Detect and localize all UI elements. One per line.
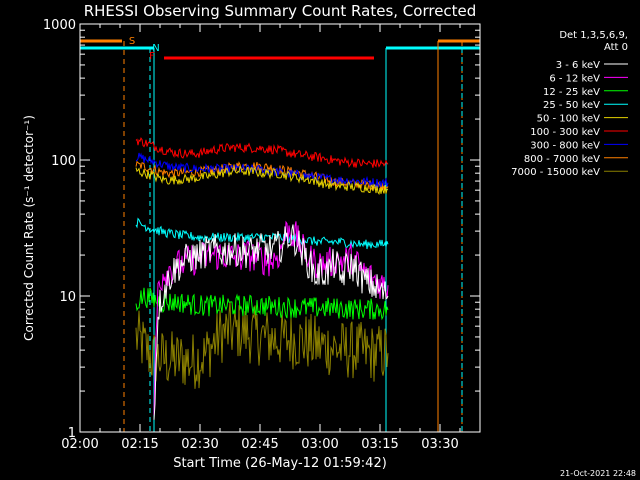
- legend-label: 3 - 6 keV: [556, 60, 600, 71]
- legend-label: 12 - 25 keV: [543, 87, 600, 98]
- series-line-3: [135, 217, 389, 250]
- axes: 02:00 02:15 02:30 02:45 03:00 03:15 03:30 1 10 10…: [43, 18, 481, 452]
- legend-header: Det 1,3,5,6,9,: [559, 30, 628, 41]
- y-tick-label: 1: [68, 426, 76, 441]
- x-tick-label: 02:30: [181, 437, 218, 452]
- y-tick-label: 1000: [43, 18, 76, 33]
- legend-label: 7000 - 15000 keV: [511, 167, 600, 178]
- legend: Det 1,3,5,6,9,Att 0 3 - 6 keV 6 - 12 keV 12…: [511, 30, 628, 178]
- footer-timestamp: 21-Oct-2021 22:48: [560, 469, 636, 478]
- legend-label: 100 - 300 keV: [530, 127, 600, 138]
- y-tick-label: 10: [59, 290, 76, 305]
- legend-label: 50 - 100 keV: [537, 114, 601, 125]
- marker-label: N: [152, 43, 159, 54]
- plot-area: S NF: [79, 36, 480, 432]
- y-axis-label: Corrected Count Rate (s⁻¹ detector⁻¹): [22, 115, 36, 341]
- x-tick-label: 03:30: [421, 437, 458, 452]
- x-axis-label: Start Time (26-May-12 01:59:42): [173, 456, 387, 471]
- marker-label: F: [149, 51, 155, 62]
- x-tick-label: 03:15: [361, 437, 398, 452]
- legend-header: Att 0: [604, 42, 628, 53]
- series-line-4: [135, 165, 389, 195]
- y-tick-label: 100: [51, 154, 76, 169]
- legend-label: 300 - 800 keV: [530, 140, 600, 151]
- legend-label: 25 - 50 keV: [543, 100, 600, 111]
- series-line-5: [135, 137, 389, 168]
- series-line-6: [135, 152, 389, 189]
- x-tick-label: 03:00: [301, 437, 338, 452]
- series-line-2: [135, 287, 389, 321]
- x-tick-label: 02:15: [121, 437, 158, 452]
- legend-label: 6 - 12 keV: [549, 73, 600, 84]
- chart-title: RHESSI Observing Summary Count Rates, Co…: [84, 2, 477, 20]
- x-tick-label: 02:00: [61, 437, 98, 452]
- marker-label: S: [129, 36, 135, 47]
- x-tick-label: 02:45: [241, 437, 278, 452]
- series-line-0: [153, 224, 389, 420]
- plot-frame: [79, 23, 481, 433]
- legend-label: 800 - 7000 keV: [524, 154, 600, 165]
- series-line-8: [135, 301, 389, 389]
